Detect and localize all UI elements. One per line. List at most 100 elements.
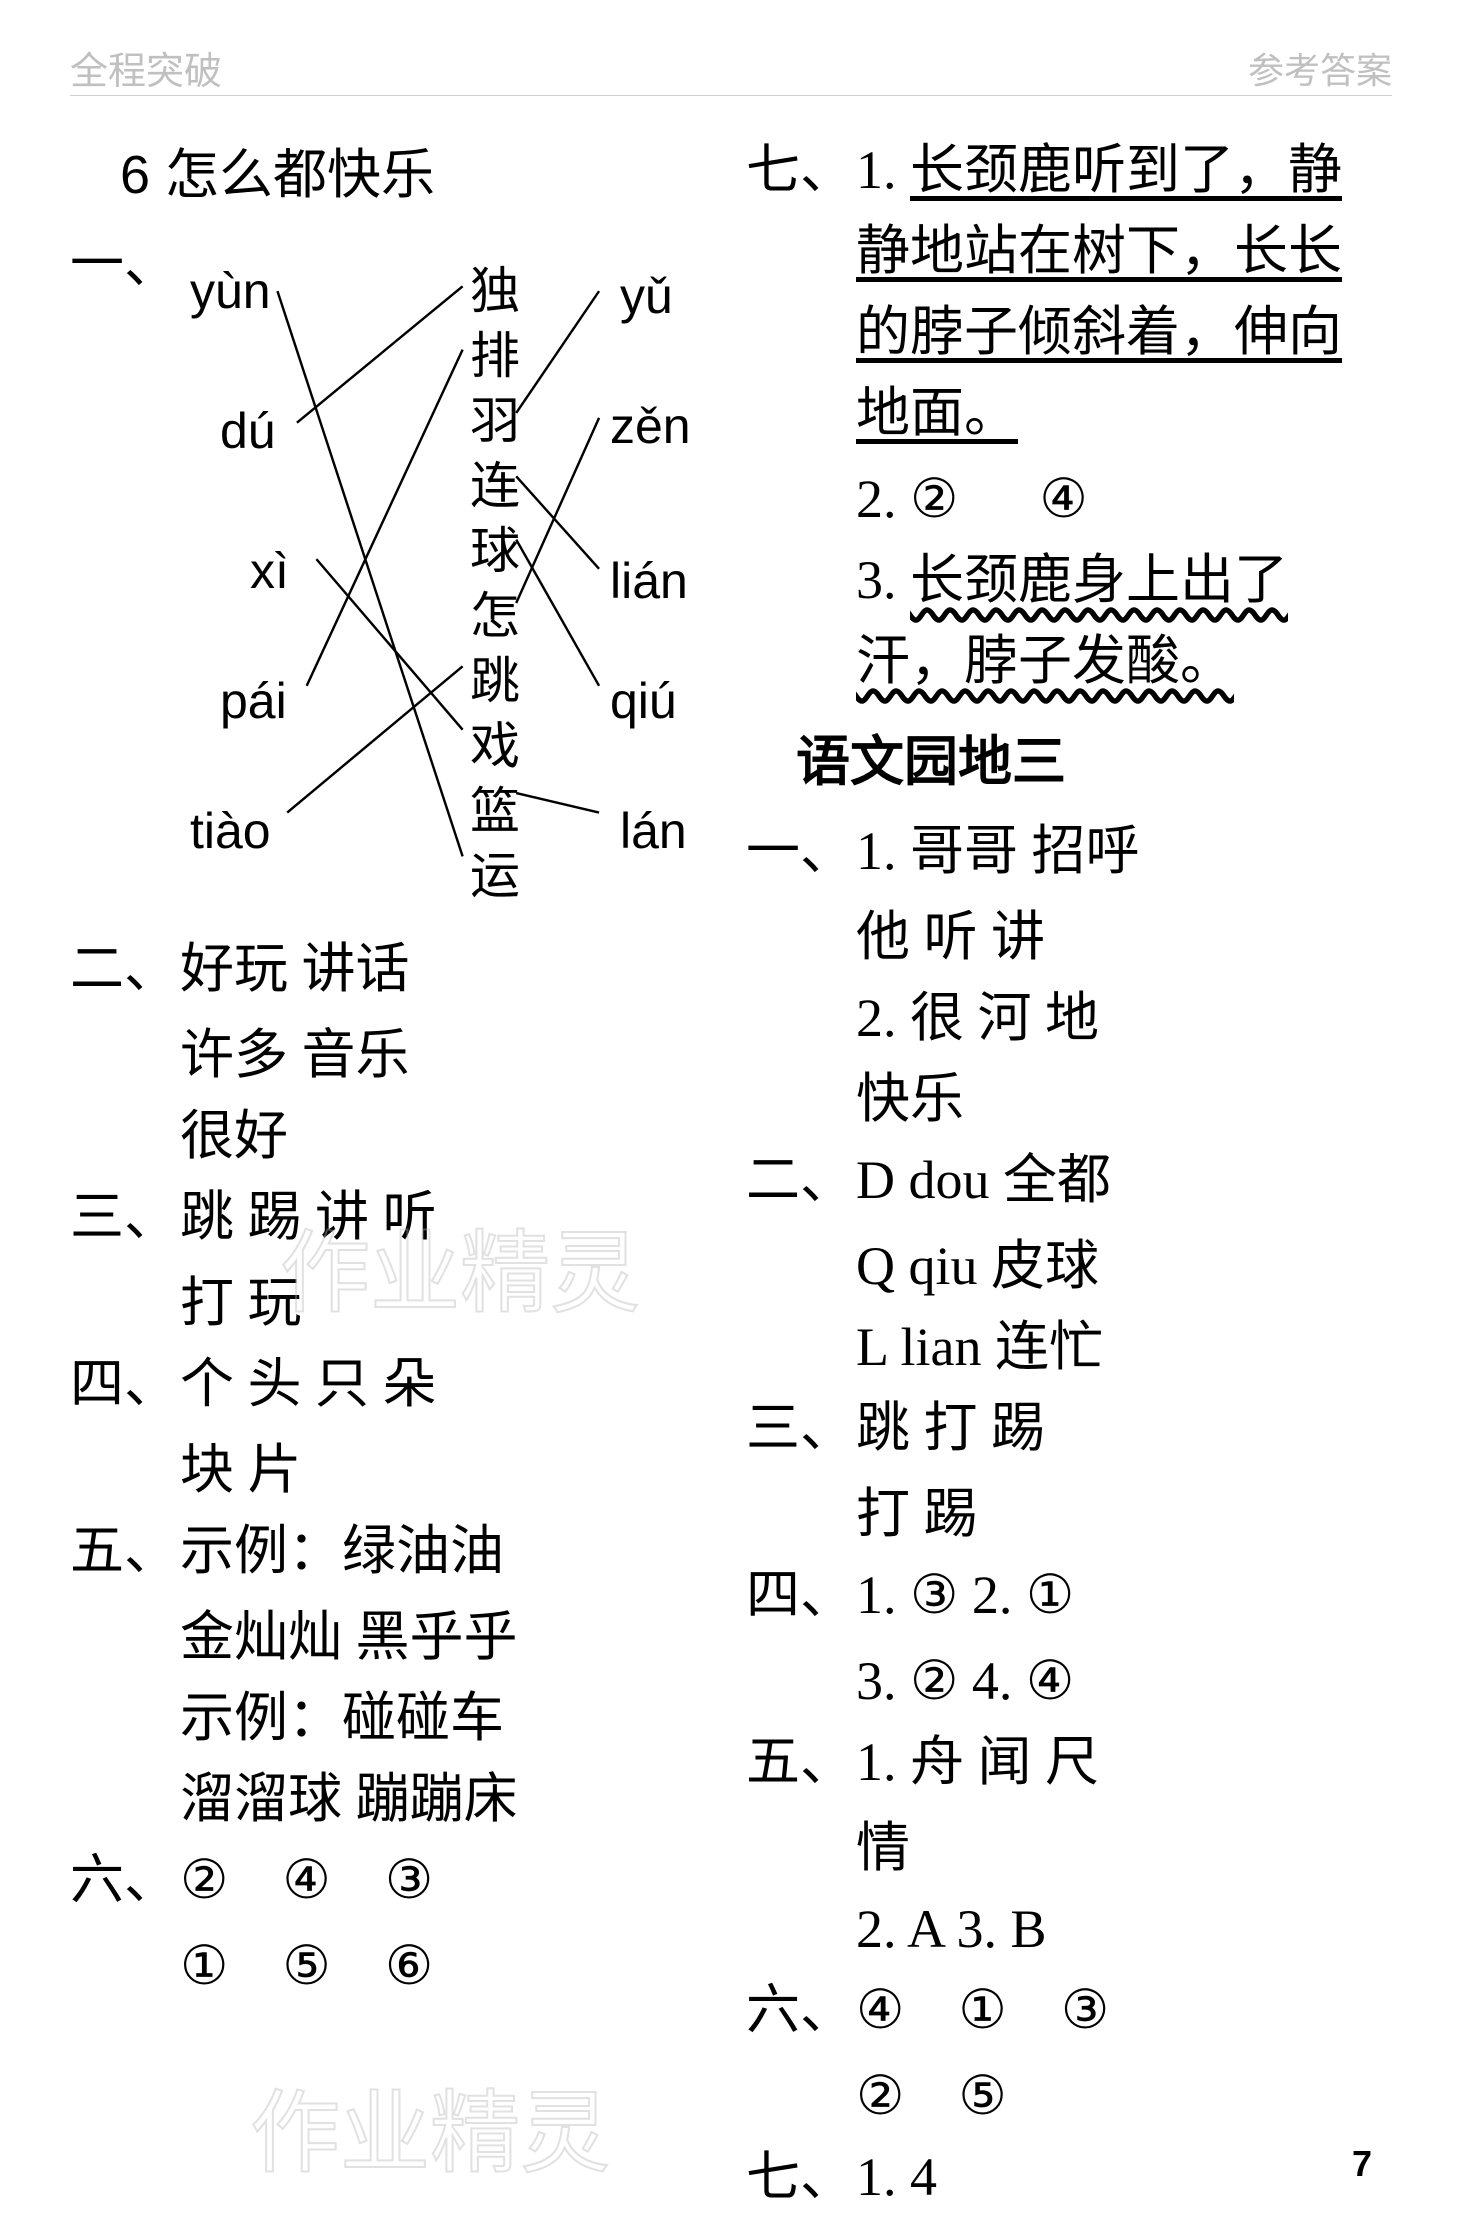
r-q5-content-2: 情 xyxy=(856,1808,1392,1889)
q6-label: 六、 xyxy=(70,1840,180,1921)
main-content: 6 怎么都快乐 一、 yùndúxìpáitiào独排羽连球怎跳戏篮运yǔzěn… xyxy=(70,130,1392,2223)
q3-row: 三、 跳 踢 讲 听 xyxy=(70,1177,716,1258)
lesson-title: 6 怎么都快乐 xyxy=(120,130,716,209)
right-column: 七、 1. 长颈鹿听到了，静静地站在树下，长长的脖子倾斜着，伸向地面。 2. ②… xyxy=(746,130,1392,2223)
r-q4-1b: ③ xyxy=(910,1565,958,1625)
r-q4-1c: 2. xyxy=(958,1565,1026,1625)
r-q6-content-2: ② ⑤ xyxy=(856,2056,1392,2137)
r-q4-2c: 4. xyxy=(958,1651,1026,1711)
r-q6-2a: ② xyxy=(856,2066,904,2126)
r-q1-row: 一、 1. 哥哥 招呼 xyxy=(746,811,1392,892)
r-q1-content-1: 1. 哥哥 招呼 xyxy=(856,811,1392,892)
header-left-brand: 全程突破 xyxy=(70,40,222,95)
q5-label: 五、 xyxy=(70,1511,180,1592)
q6-c5: ⑤ xyxy=(282,1936,330,1996)
r-q7-label: 七、 xyxy=(746,130,856,454)
page-number: 7 xyxy=(1352,2143,1372,2185)
r-q6-label: 六、 xyxy=(746,1970,856,2051)
q5-row: 五、 示例：绿油油 xyxy=(70,1511,716,1592)
match-mid-char: 连 xyxy=(470,449,520,524)
match-right-pinyin: lián xyxy=(610,544,688,619)
match-mid-char: 戏 xyxy=(470,709,520,784)
r-q1-content-4: 快乐 xyxy=(856,1059,1392,1140)
q2-content-2: 许多 音乐 xyxy=(180,1015,716,1096)
r-q4-2d: ④ xyxy=(1026,1651,1074,1711)
match-mid-char: 独 xyxy=(470,254,520,329)
q6-c3: ③ xyxy=(385,1850,433,1910)
r-q7r-content-1: 1. 4 xyxy=(856,2137,1392,2218)
r-q2-row: 二、 D dou 全都 xyxy=(746,1140,1392,1221)
q2-row: 二、 好玩 讲话 xyxy=(70,929,716,1010)
q6-content-1: ② ④ ③ xyxy=(180,1840,716,1921)
q1-label: 一、 xyxy=(70,224,180,924)
q6-c2: ④ xyxy=(282,1850,330,1910)
r-q3-label: 三、 xyxy=(746,1388,856,1469)
r-q2-content-1: D dou 全都 xyxy=(856,1140,1392,1221)
q2-content-1: 好玩 讲话 xyxy=(180,929,716,1010)
q1-row: 一、 yùndúxìpáitiào独排羽连球怎跳戏篮运yǔzěnliánqiúl… xyxy=(70,224,716,924)
r-q6-1b: ① xyxy=(958,1980,1006,2040)
r-q7-2-prefix: 2. xyxy=(856,469,910,529)
q5-content-4: 溜溜球 蹦蹦床 xyxy=(180,1759,716,1840)
q3-content-1: 跳 踢 讲 听 xyxy=(180,1177,716,1258)
r-q5-label: 五、 xyxy=(746,1722,856,1803)
r-q6-row: 六、 ④ ① ③ xyxy=(746,1970,1392,2051)
match-mid-char: 篮 xyxy=(470,774,520,849)
r-q5-content-3: 2. A 3. B xyxy=(856,1889,1392,1970)
r-q7-3: 3. 长颈鹿身上出了汗，脖子发酸。 xyxy=(856,540,1392,702)
r-q7-1: 1. 长颈鹿听到了，静静地站在树下，长长的脖子倾斜着，伸向地面。 xyxy=(856,130,1392,454)
r-q4-2b: ② xyxy=(910,1651,958,1711)
r-q5-content-1: 1. 舟 闻 尺 xyxy=(856,1722,1392,1803)
q5-content-3: 示例：碰碰车 xyxy=(180,1678,716,1759)
r-q4-content-2: 3. ② 4. ④ xyxy=(856,1641,1392,1722)
r-q7-1-text: 长颈鹿听到了，静静地站在树下，长长的脖子倾斜着，伸向地面。 xyxy=(856,140,1342,443)
q6-content-2: ① ⑤ ⑥ xyxy=(180,1926,716,2007)
r-q4-content-1: 1. ③ 2. ① xyxy=(856,1555,1392,1636)
r-q1-content-2: 他 听 讲 xyxy=(856,897,1392,978)
q2-content-3: 很好 xyxy=(180,1096,716,1177)
q6-c4: ① xyxy=(180,1936,228,1996)
r-q7r-label: 七、 xyxy=(746,2137,856,2218)
r-q1-content-3: 2. 很 河 地 xyxy=(856,978,1392,1059)
r-q7-2b: ④ xyxy=(1039,469,1087,529)
r-q7r-row: 七、 1. 4 xyxy=(746,2137,1392,2218)
match-right-pinyin: qiú xyxy=(610,664,677,739)
r-q4-2a: 3. xyxy=(856,1651,910,1711)
r-q2-label: 二、 xyxy=(746,1140,856,1221)
r-q4-1a: 1. xyxy=(856,1565,910,1625)
r-q6-1a: ④ xyxy=(856,1980,904,2040)
r-q2-content-3: L lian 连忙 xyxy=(856,1307,1392,1388)
match-left-pinyin: pái xyxy=(220,664,287,739)
r-q7-1-prefix: 1. xyxy=(856,140,910,200)
match-mid-char: 运 xyxy=(470,839,520,914)
r-q4-label: 四、 xyxy=(746,1555,856,1636)
q2-label: 二、 xyxy=(70,929,180,1010)
section-yuwen-title: 语文园地三 xyxy=(796,717,1392,796)
r-q7-row: 七、 1. 长颈鹿听到了，静静地站在树下，长长的脖子倾斜着，伸向地面。 xyxy=(746,130,1392,454)
r-q7-3-prefix: 3. xyxy=(856,550,910,610)
r-q3-content-1: 跳 打 踢 xyxy=(856,1388,1392,1469)
q6-row: 六、 ② ④ ③ xyxy=(70,1840,716,1921)
matching-diagram: yùndúxìpáitiào独排羽连球怎跳戏篮运yǔzěnliánqiúlán xyxy=(180,224,716,904)
r-q6-1c: ③ xyxy=(1061,1980,1109,2040)
r-q6-content-1: ④ ① ③ xyxy=(856,1970,1392,2051)
left-column: 6 怎么都快乐 一、 yùndúxìpáitiào独排羽连球怎跳戏篮运yǔzěn… xyxy=(70,130,716,2223)
r-q3-content-2: 打 踢 xyxy=(856,1474,1392,1555)
q6-c6: ⑥ xyxy=(385,1936,433,1996)
page-header: 全程突破 参考答案 xyxy=(70,40,1392,100)
r-q7-2a: ② xyxy=(910,469,958,529)
match-mid-char: 怎 xyxy=(470,579,520,654)
r-q3-row: 三、 跳 打 踢 xyxy=(746,1388,1392,1469)
q5-content-2: 金灿灿 黑乎乎 xyxy=(180,1597,716,1678)
header-right-label: 参考答案 xyxy=(1248,42,1392,94)
r-q4-row: 四、 1. ③ 2. ① xyxy=(746,1555,1392,1636)
r-q4-1d: ① xyxy=(1026,1565,1074,1625)
q6-c1: ② xyxy=(180,1850,228,1910)
q3-content-2: 打 玩 xyxy=(180,1263,716,1344)
match-right-pinyin: zěn xyxy=(610,389,691,464)
q4-content-1: 个 头 只 朵 xyxy=(180,1344,716,1425)
q5-content-1: 示例：绿油油 xyxy=(180,1511,716,1592)
match-left-pinyin: dú xyxy=(220,394,276,469)
match-right-pinyin: yǔ xyxy=(620,259,673,334)
q4-row: 四、 个 头 只 朵 xyxy=(70,1344,716,1425)
